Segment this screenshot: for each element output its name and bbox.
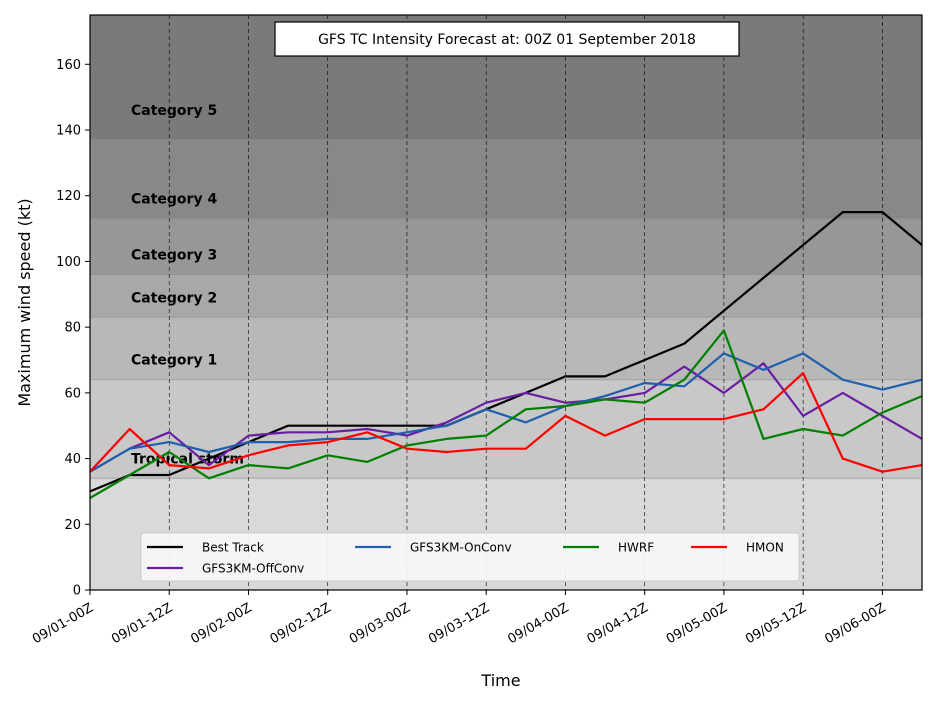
band-4 — [90, 139, 922, 219]
x-axis: 09/01-00Z 09/01-12Z 09/02-00Z 09/02-12Z 09/0… — [30, 590, 888, 647]
band-label-3: Category 3 — [131, 248, 217, 264]
legend-label-1: GFS3KM-OffConv — [202, 562, 304, 576]
series-lines — [89, 211, 923, 499]
x-tick-label-7: 09/04-12Z — [585, 600, 651, 647]
band-2 — [90, 274, 922, 318]
vertical-grid — [168, 15, 883, 590]
x-tick-label-3: 09/02-12Z — [268, 600, 334, 647]
legend-label-2: GFS3KM-OnConv — [410, 541, 512, 555]
series-line-3 — [89, 329, 923, 499]
y-tick-label-2: 40 — [64, 452, 81, 467]
intensity-bands — [90, 15, 922, 590]
y-tick-label-4: 80 — [64, 321, 81, 336]
legend-label-3: HWRF — [618, 541, 654, 555]
x-tick-label-8: 09/05-00Z — [664, 600, 730, 647]
y-tick-label-5: 100 — [56, 255, 81, 270]
x-tick-label-2: 09/02-00Z — [188, 600, 254, 647]
legend-label-0: Best Track — [202, 541, 264, 555]
y-tick-label-7: 140 — [56, 124, 81, 139]
x-tick-label-6: 09/04-00Z — [505, 600, 571, 647]
series-line-1 — [89, 362, 923, 473]
x-tick-label-0: 09/01-00Z — [30, 600, 96, 647]
band-label-2: Category 2 — [131, 290, 217, 306]
y-tick-label-3: 60 — [64, 386, 81, 401]
x-tick-label-10: 09/06-00Z — [822, 600, 888, 647]
band-1 — [90, 317, 922, 380]
band-3 — [90, 218, 922, 275]
legend-frame — [140, 532, 800, 582]
y-axis-title: Maximum wind speed (kt) — [15, 198, 34, 406]
y-tick-label-6: 120 — [56, 189, 81, 204]
series-line-2 — [89, 352, 923, 473]
band-label-5: Category 5 — [131, 103, 217, 119]
series-line-4 — [89, 372, 923, 473]
x-axis-title: Time — [480, 671, 520, 690]
x-tick-label-5: 09/03-12Z — [426, 600, 492, 647]
y-tick-label-1: 20 — [64, 518, 81, 533]
legend-label-4: HMON — [746, 541, 784, 555]
chart-title-frame — [274, 21, 740, 57]
y-axis: 0 20 40 60 80 100 120 140 160 — [56, 58, 90, 599]
plot-frame — [89, 14, 923, 591]
chart-title-box: GFS TC Intensity Forecast at: 00Z 01 Sep… — [274, 21, 740, 57]
legend: Best Track GFS3KM-OffConv GFS3KM-OnConv HWR… — [140, 532, 800, 582]
band-label-1: Category 1 — [131, 353, 217, 369]
x-tick-label-4: 09/03-00Z — [347, 600, 413, 647]
band-label-4: Category 4 — [131, 192, 217, 208]
y-tick-label-8: 160 — [56, 58, 81, 73]
x-tick-label-9: 09/05-12Z — [743, 600, 809, 647]
chart-title: GFS TC Intensity Forecast at: 00Z 01 Sep… — [318, 32, 696, 48]
y-tick-label-0: 0 — [73, 584, 81, 599]
x-tick-label-1: 09/01-12Z — [109, 600, 175, 647]
